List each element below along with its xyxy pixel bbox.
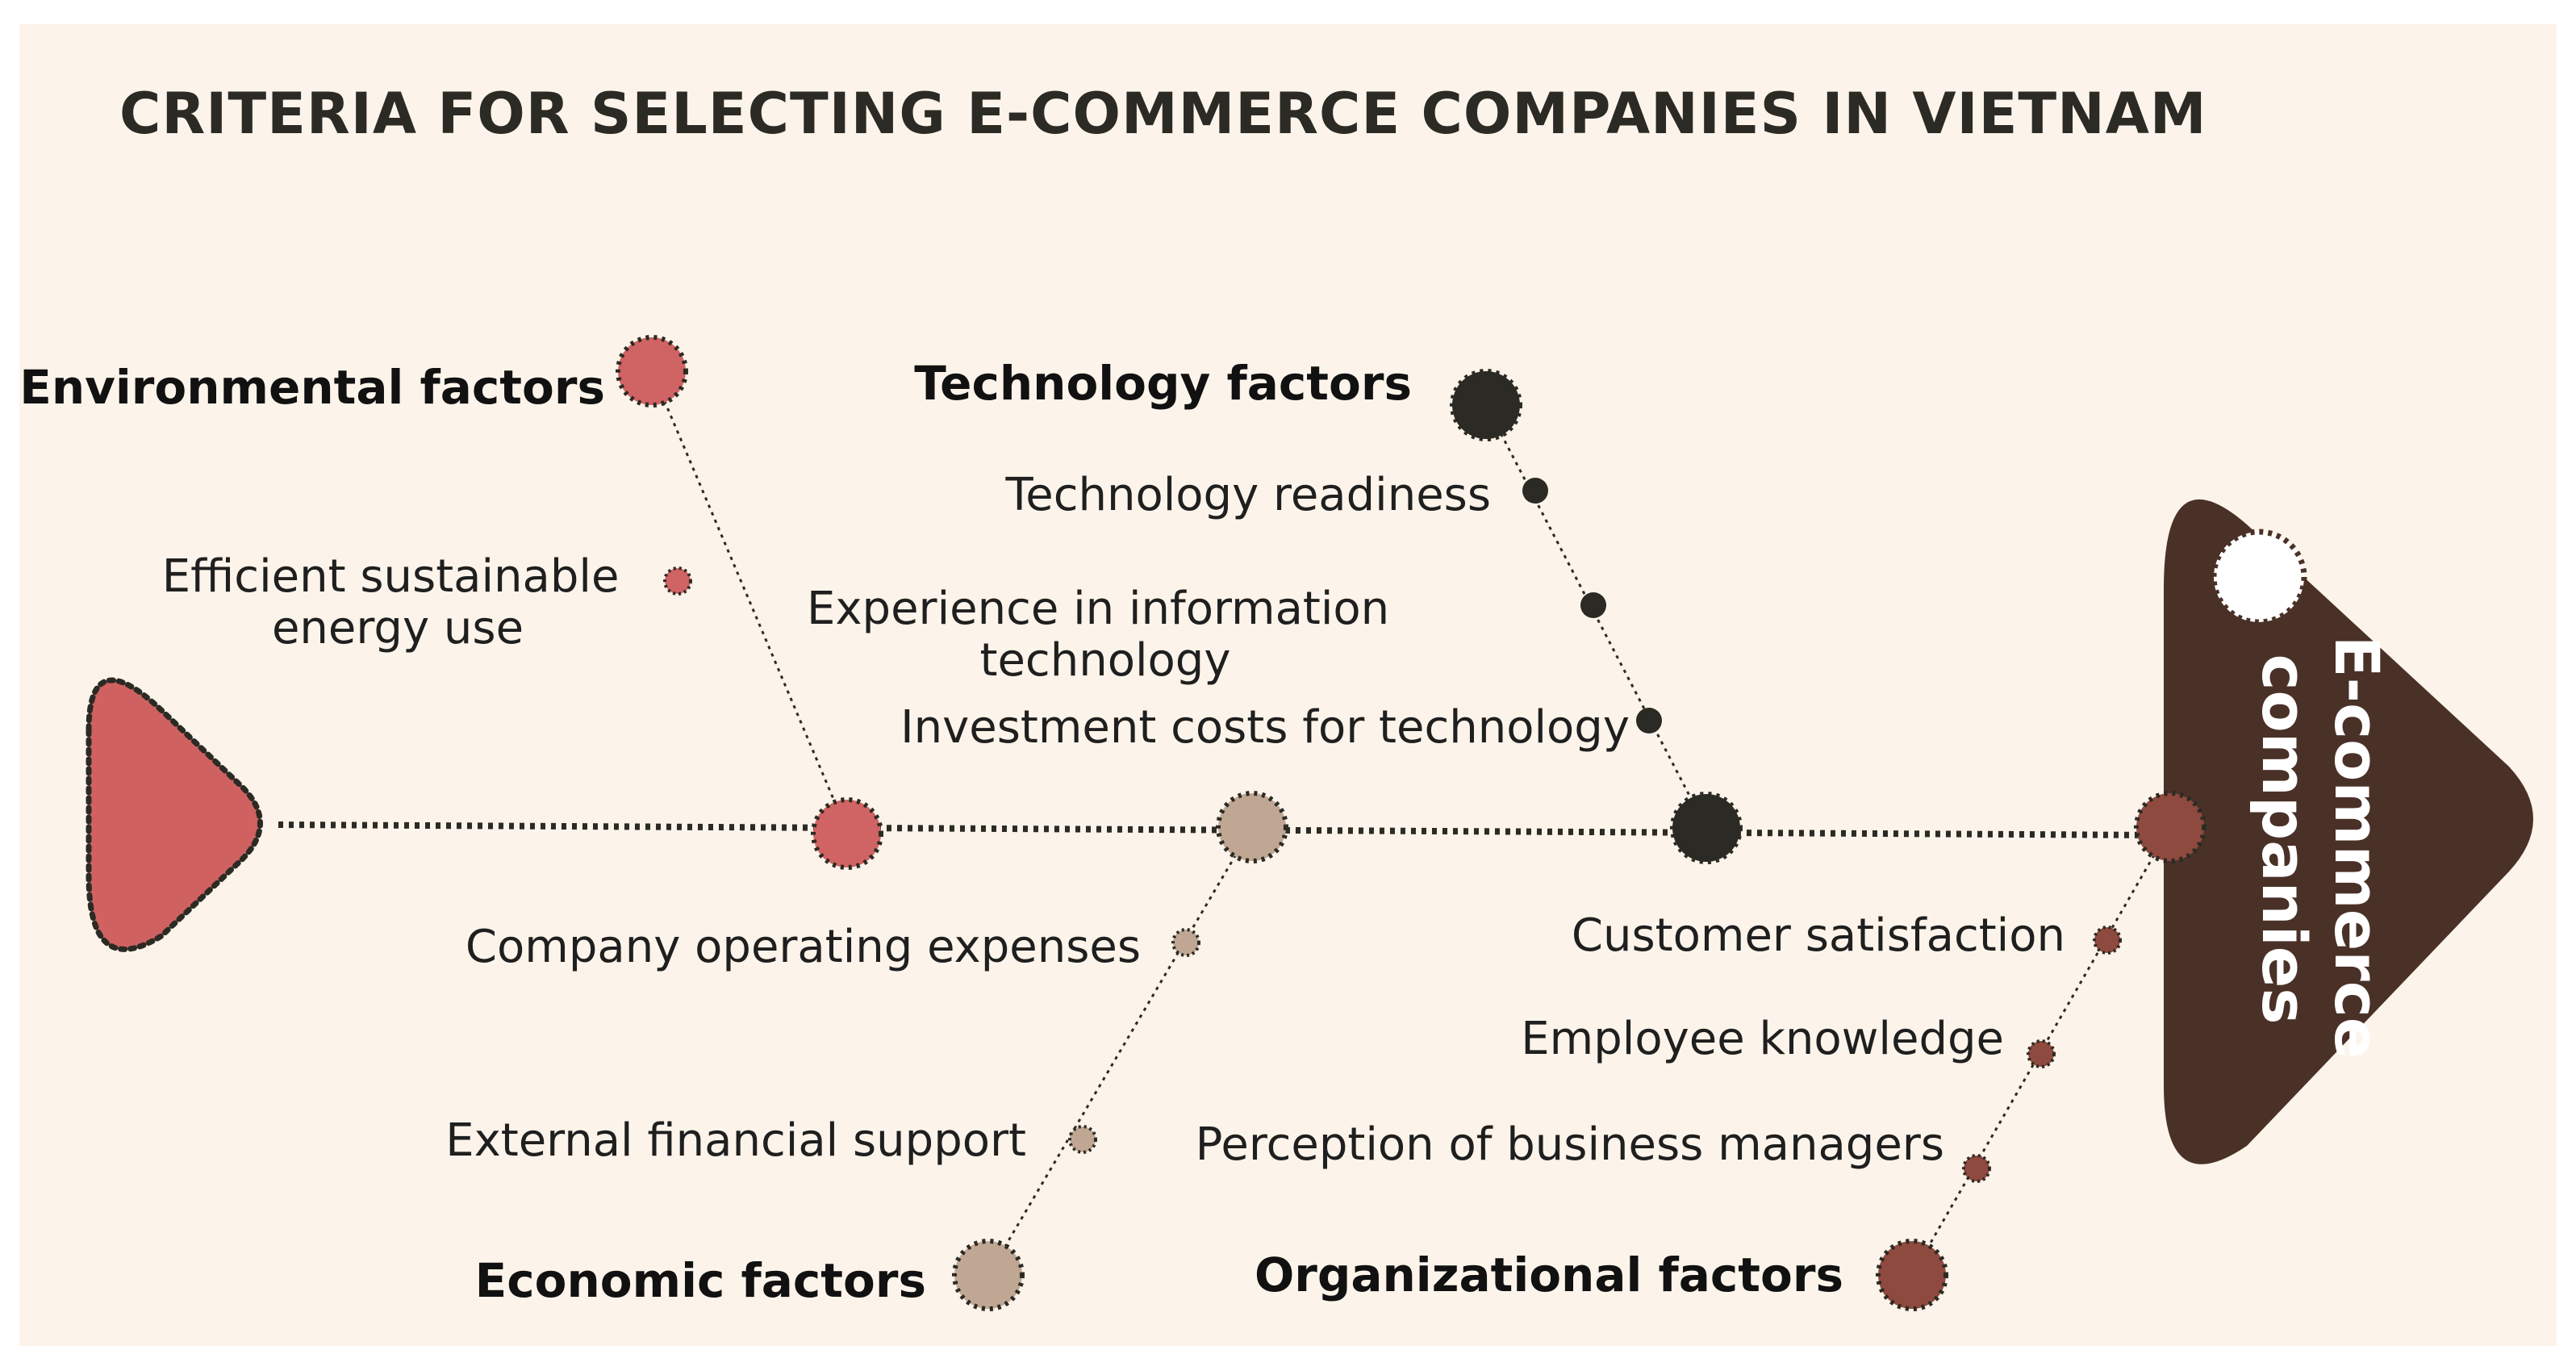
environmental-bone xyxy=(650,370,849,832)
diagram-title: CRITERIA FOR SELECTING E-COMMERCE COMPAN… xyxy=(119,81,2207,147)
diagram-panel xyxy=(19,24,2557,1346)
technology-junction xyxy=(1670,792,1743,864)
environmental-item-dot xyxy=(663,566,692,596)
economic-item-dot xyxy=(1068,1125,1097,1154)
technology-item: Investment costs for technology xyxy=(900,701,1630,754)
technology-item-dot xyxy=(1580,592,1606,618)
technology-node xyxy=(1450,369,1522,441)
technology-item: Technology readiness xyxy=(1005,469,1491,521)
organizational-item-dot xyxy=(1962,1154,1991,1183)
organizational-item-dot xyxy=(2093,926,2122,955)
environmental-label: Environmental factors xyxy=(19,360,605,415)
head-label-line1: E-commerce xyxy=(2321,636,2393,1060)
fish-eye xyxy=(2211,529,2307,625)
economic-junction xyxy=(1216,791,1288,863)
economic-bone xyxy=(987,826,1254,1276)
organizational-item: Perception of business managers xyxy=(1196,1118,1944,1171)
environmental-item: Efficient sustainable energy use xyxy=(162,550,633,654)
head-label-line2: companies xyxy=(2248,654,2320,1024)
technology-bone xyxy=(1484,404,1708,829)
technology-item: Experience in information technology xyxy=(807,583,1404,687)
technology-item-dot xyxy=(1636,708,1662,734)
economic-label: Economic factors xyxy=(475,1253,926,1308)
environmental-node xyxy=(616,335,688,408)
organizational-item: Employee knowledge xyxy=(1521,1013,2004,1065)
economic-item: Company operating expenses xyxy=(466,921,1141,973)
technology-label: Technology factors xyxy=(914,356,1412,411)
organizational-item: Customer satisfaction xyxy=(1572,909,2065,962)
technology-item-dot xyxy=(1522,478,1548,504)
economic-node xyxy=(952,1239,1025,1311)
environmental-junction xyxy=(811,797,883,870)
economic-item-dot xyxy=(1171,928,1200,957)
organizational-junction xyxy=(2134,791,2207,863)
organizational-node xyxy=(1876,1239,1948,1311)
fish-head xyxy=(2164,499,2533,1164)
fish-tail xyxy=(86,677,263,952)
organizational-item-dot xyxy=(2027,1039,2056,1068)
organizational-label: Organizational factors xyxy=(1255,1248,1843,1302)
economic-item: External financial support xyxy=(445,1114,1026,1167)
